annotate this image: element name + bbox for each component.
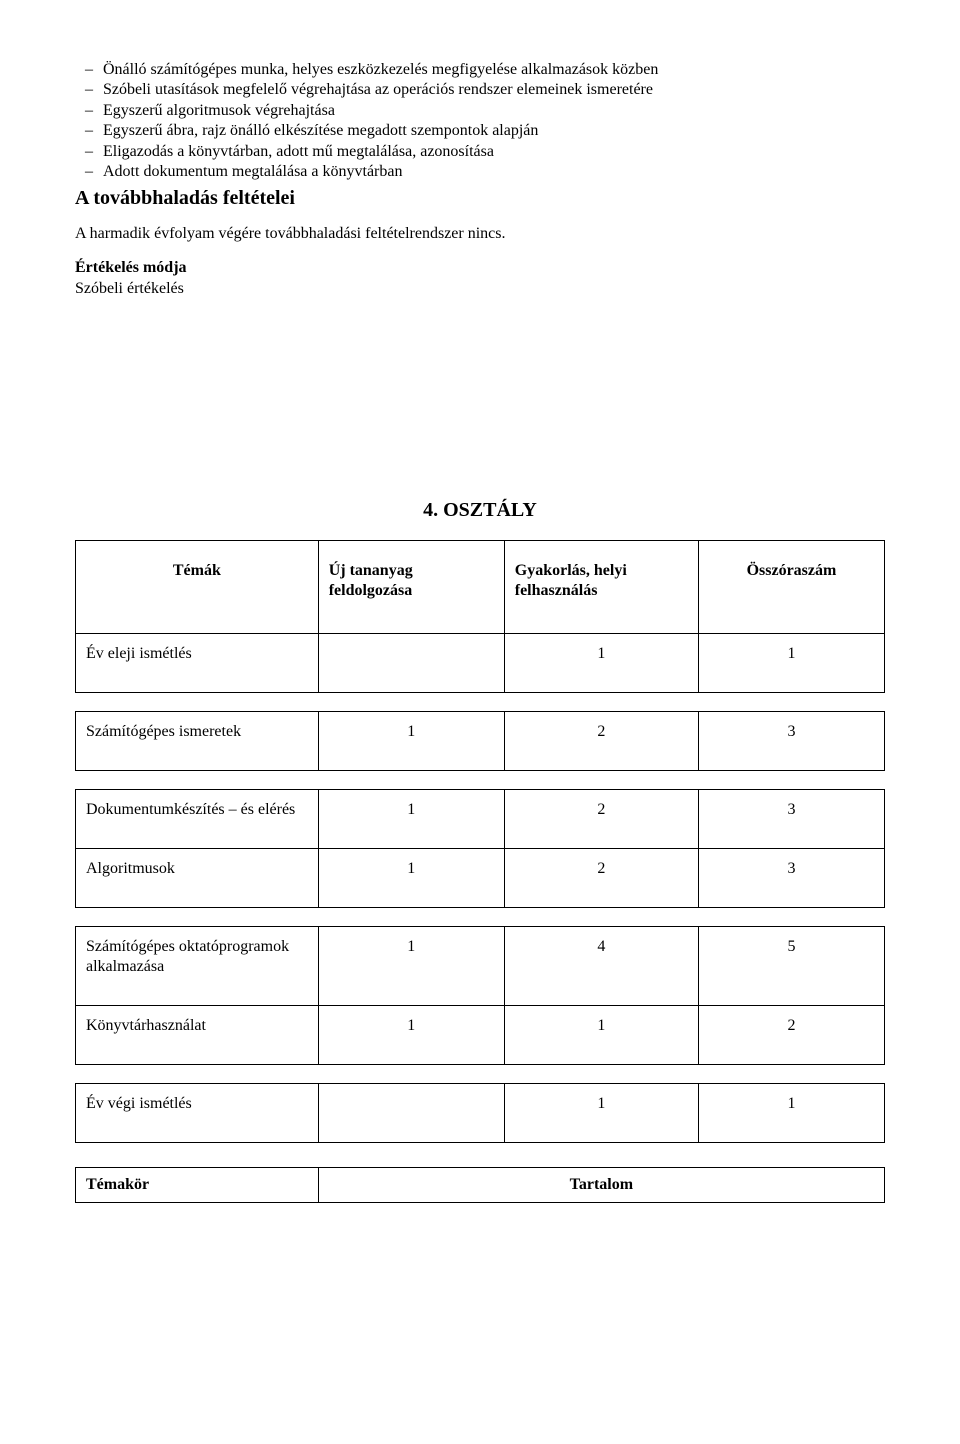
table-cell: 2 [504, 712, 698, 771]
dash-marker: – [75, 142, 103, 162]
bullet-text: Önálló számítógépes munka, helyes eszköz… [103, 60, 885, 80]
curriculum-table: Számítógépes ismeretek123 [75, 711, 885, 771]
table-cell [318, 634, 504, 693]
table-cell: 1 [318, 790, 504, 849]
evaluation-body: Szóbeli értékelés [75, 279, 885, 299]
table-cell: 3 [698, 849, 884, 908]
table-gap [75, 693, 885, 711]
table-row-label: Év eleji ismétlés [76, 634, 319, 693]
table-row-label: Dokumentumkészítés – és elérés [76, 790, 319, 849]
table-cell: 2 [698, 1006, 884, 1065]
table-cell: 3 [698, 712, 884, 771]
bullet-item: –Egyszerű ábra, rajz önálló elkészítése … [75, 121, 885, 141]
bullet-item: –Önálló számítógépes munka, helyes eszkö… [75, 60, 885, 80]
bullet-item: –Eligazodás a könyvtárban, adott mű megt… [75, 142, 885, 162]
table-gap [75, 1065, 885, 1083]
table-cell: 1 [698, 634, 884, 693]
table-row-label: Év végi ismétlés [76, 1084, 319, 1143]
bullet-text: Eligazodás a könyvtárban, adott mű megta… [103, 142, 885, 162]
table-cell: 2 [504, 849, 698, 908]
dash-marker: – [75, 162, 103, 182]
table-cell: 3 [698, 790, 884, 849]
bullet-item: –Szóbeli utasítások megfelelő végrehajtá… [75, 80, 885, 100]
bullet-item: –Adott dokumentum megtalálása a könyvtár… [75, 162, 885, 182]
table-header-cell: Gyakorlás, helyi felhasználás [504, 541, 698, 634]
table-gap [75, 771, 885, 789]
table-cell: 1 [318, 927, 504, 1006]
section-progress-body: A harmadik évfolyam végére továbbhaladás… [75, 224, 885, 244]
curriculum-table: Dokumentumkészítés – és elérés123 Algorit… [75, 789, 885, 908]
dash-marker: – [75, 60, 103, 80]
bullet-text: Egyszerű algoritmusok végrehajtása [103, 101, 885, 121]
table-row-label: Számítógépes oktatóprogramok alkalmazása [76, 927, 319, 1006]
table-cell: 1 [504, 1006, 698, 1065]
table-cell: 1 [318, 849, 504, 908]
table-cell: 2 [504, 790, 698, 849]
bottom-table: Témakör Tartalom [75, 1167, 885, 1203]
evaluation-title: Értékelés módja [75, 258, 885, 278]
dash-marker: – [75, 101, 103, 121]
table-cell: 4 [504, 927, 698, 1006]
table-row-label: Számítógépes ismeretek [76, 712, 319, 771]
bottom-table-header-2: Tartalom [318, 1168, 884, 1203]
table-cell: 1 [504, 634, 698, 693]
table-cell [318, 1084, 504, 1143]
table-row-label: Könyvtárhasználat [76, 1006, 319, 1065]
curriculum-table: TémákÚj tananyag feldolgozásaGyakorlás, … [75, 540, 885, 693]
dash-marker: – [75, 80, 103, 100]
bottom-table-header-1: Témakör [76, 1168, 319, 1203]
bullet-item: –Egyszerű algoritmusok végrehajtása [75, 101, 885, 121]
grade-title: 4. OSZTÁLY [75, 499, 885, 522]
table-cell: 1 [318, 712, 504, 771]
bullet-text: Adott dokumentum megtalálása a könyvtárb… [103, 162, 885, 182]
section-progress-title: A továbbhaladás feltételei [75, 187, 885, 210]
table-cell: 5 [698, 927, 884, 1006]
table-row-label: Algoritmusok [76, 849, 319, 908]
dash-marker: – [75, 121, 103, 141]
curriculum-table: Év végi ismétlés 11 [75, 1083, 885, 1143]
main-tables-container: TémákÚj tananyag feldolgozásaGyakorlás, … [75, 540, 885, 1143]
table-cell: 1 [504, 1084, 698, 1143]
table-cell: 1 [698, 1084, 884, 1143]
table-header-cell: Összóraszám [698, 541, 884, 634]
bullet-text: Szóbeli utasítások megfelelő végrehajtás… [103, 80, 885, 100]
table-gap [75, 908, 885, 926]
table-cell: 1 [318, 1006, 504, 1065]
bullet-list: –Önálló számítógépes munka, helyes eszkö… [75, 60, 885, 183]
bullet-text: Egyszerű ábra, rajz önálló elkészítése m… [103, 121, 885, 141]
table-header-cell: Témák [76, 541, 319, 634]
table-header-cell: Új tananyag feldolgozása [318, 541, 504, 634]
curriculum-table: Számítógépes oktatóprogramok alkalmazása… [75, 926, 885, 1065]
